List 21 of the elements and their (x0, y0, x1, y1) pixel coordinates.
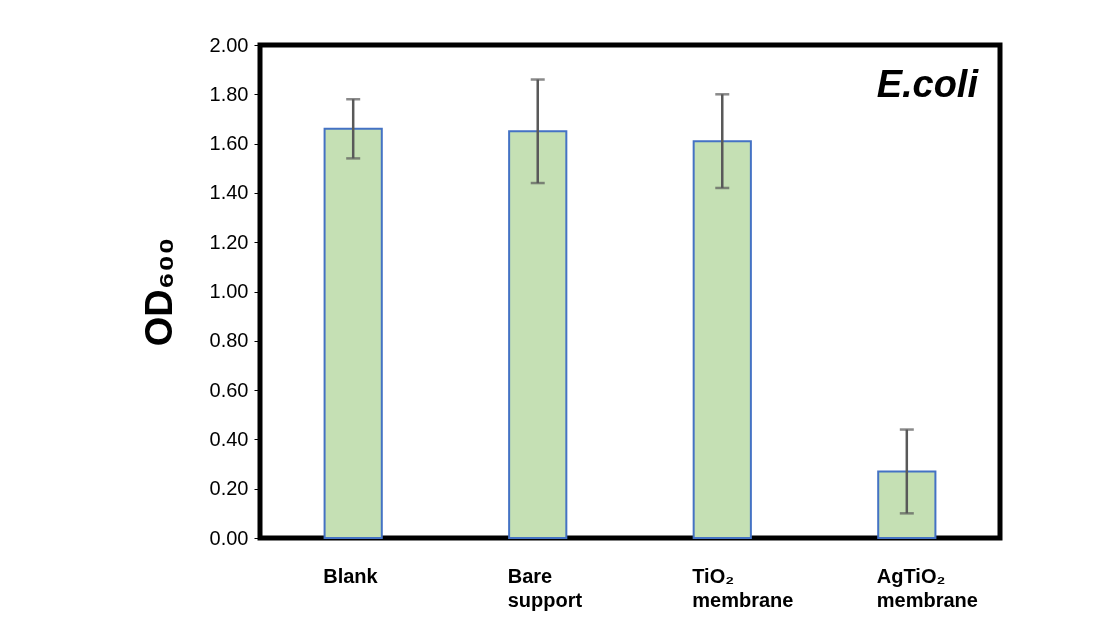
x-tick-label: AgTiO₂ membrane (876, 564, 978, 611)
y-axis-title: OD₆₀₀ (137, 237, 180, 347)
bar (323, 127, 383, 539)
y-tick-label: 1.40 (209, 181, 249, 204)
y-tick-label: 1.60 (209, 132, 249, 155)
y-tick-label: 0.40 (209, 427, 249, 450)
x-tick-label: Bare support (507, 564, 583, 611)
bar (508, 130, 568, 539)
y-tick-label: 0.00 (209, 526, 249, 549)
y-tick-label: 1.00 (209, 280, 249, 302)
bar (877, 470, 937, 539)
x-tick-label: Blank (323, 564, 379, 587)
y-tick-label: 0.80 (209, 329, 249, 352)
y-tick-label: 2.00 (209, 33, 249, 56)
x-tick-label: TiO₂ membrane (692, 564, 794, 611)
annotation: E.coli (876, 63, 980, 105)
y-tick-label: 0.60 (209, 378, 249, 401)
y-tick-label: 1.20 (209, 230, 249, 253)
bar (692, 140, 752, 539)
y-tick-label: 0.20 (209, 477, 249, 500)
y-tick-label: 1.80 (209, 82, 249, 105)
